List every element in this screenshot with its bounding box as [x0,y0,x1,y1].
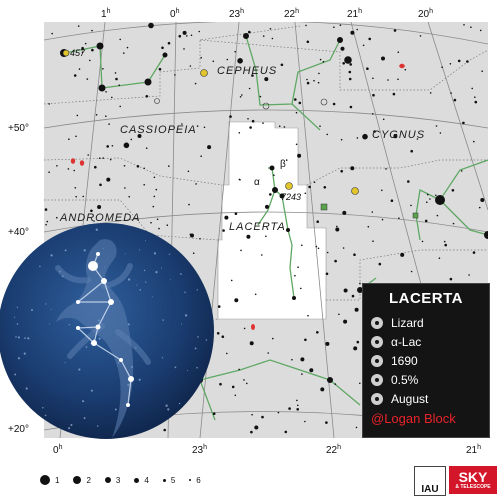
legend-magnitude-label: 6 [196,475,201,485]
magnitude-dot-icon [73,476,82,484]
info-month: August [391,391,429,406]
legend-magnitude-label: 2 [86,475,91,485]
magnitude-legend: 1 2 3 4 5 6 [40,472,215,488]
ra-top-label-0: 0h [170,8,180,20]
magnitude-dot-icon [189,479,192,481]
sky-logo-text: SKY [458,468,488,485]
dec-label-50: +50° [8,123,29,134]
legend-magnitude-2: 2 [73,475,91,485]
ra-labels-top: 1h 0h 23h 22h 21h 20h [101,8,433,20]
legend-magnitude-1: 1 [40,475,59,485]
sky-telescope-logo: SKY & TELESCOPE [449,466,497,494]
brightest-star-icon [371,335,383,348]
info-row-area: 0.5% [371,370,481,389]
label-alpha: α [254,177,260,188]
ra-top-label-21: 21h [347,8,362,20]
info-credit: @Logan Block [371,411,456,426]
meaning-icon [371,316,383,329]
ra-top-label-22: 22h [284,8,299,20]
info-year: 1690 [391,353,418,368]
info-row-meaning: Lizard [371,313,481,332]
ra-bottom-label-21: 21h [466,444,481,456]
star-field [44,22,488,434]
ra-bottom-label-23: 23h [192,444,207,456]
constellation-labels: CEPHEUS CASSIOPEIA CYGNUS ANDROMEDA LACE… [59,65,425,233]
ra-bottom-label-22: 22h [326,444,341,456]
label-ngc457: 457 [70,48,86,58]
dec-label-40: +40° [8,227,29,238]
info-meaning: Lizard [391,315,424,330]
month-icon [371,392,383,405]
label-cygnus: CYGNUS [372,129,425,141]
lizard-globe-inset [0,223,214,439]
label-lacerta: LACERTA [229,221,286,233]
label-cassiopeia: CASSIOPEIA [120,124,197,136]
dec-label-20: +20° [8,424,29,435]
legend-magnitude-5: 5 [162,475,176,485]
label-andromeda: ANDROMEDA [59,212,141,224]
legend-magnitude-4: 4 [134,475,149,485]
legend-magnitude-label: 4 [144,475,149,485]
magnitude-dot-icon [162,478,166,482]
info-row-year: 1690 [371,351,481,370]
info-row-brightest: α-Lac [371,332,481,351]
constellation-info-box: LACERTA Lizard α-Lac 1690 0.5% August @L… [362,283,490,438]
lizard-silhouette [56,239,134,438]
sky-logo-subtext: & TELESCOPE [455,483,491,490]
label-beta: β [280,159,286,170]
dec-labels: +50° +40° +20° [8,123,29,435]
info-brightest-star: α-Lac [391,334,422,349]
info-row-month: August [371,389,481,408]
ra-bottom-label-0: 0h [53,444,63,456]
legend-magnitude-6: 6 [189,475,201,485]
ra-labels-bottom: 0h 23h 22h 21h [53,444,481,456]
deep-sky-objects [62,49,419,330]
area-icon [371,373,383,386]
magnitude-dot-icon [104,477,111,483]
label-ngc7243: 7243 [281,192,301,202]
legend-magnitude-label: 3 [115,475,121,485]
legend-magnitude-label: 5 [170,475,176,485]
object-labels: 457 7243 β α [70,48,301,202]
label-cepheus: CEPHEUS [217,65,277,77]
publisher-logos: IAU SKY & TELESCOPE [414,466,498,496]
magnitude-dot-icon [40,475,50,485]
ra-top-label-20: 20h [418,8,433,20]
magnitude-dot-icon [134,477,140,483]
ra-top-label-1: 1h [101,8,111,20]
legend-magnitude-3: 3 [104,475,121,485]
info-title: LACERTA [388,290,464,307]
ra-top-label-23: 23h [229,8,244,20]
iau-logo: IAU [414,466,446,496]
info-area: 0.5% [391,372,419,387]
legend-magnitude-label: 1 [55,475,60,485]
year-icon [371,354,383,367]
